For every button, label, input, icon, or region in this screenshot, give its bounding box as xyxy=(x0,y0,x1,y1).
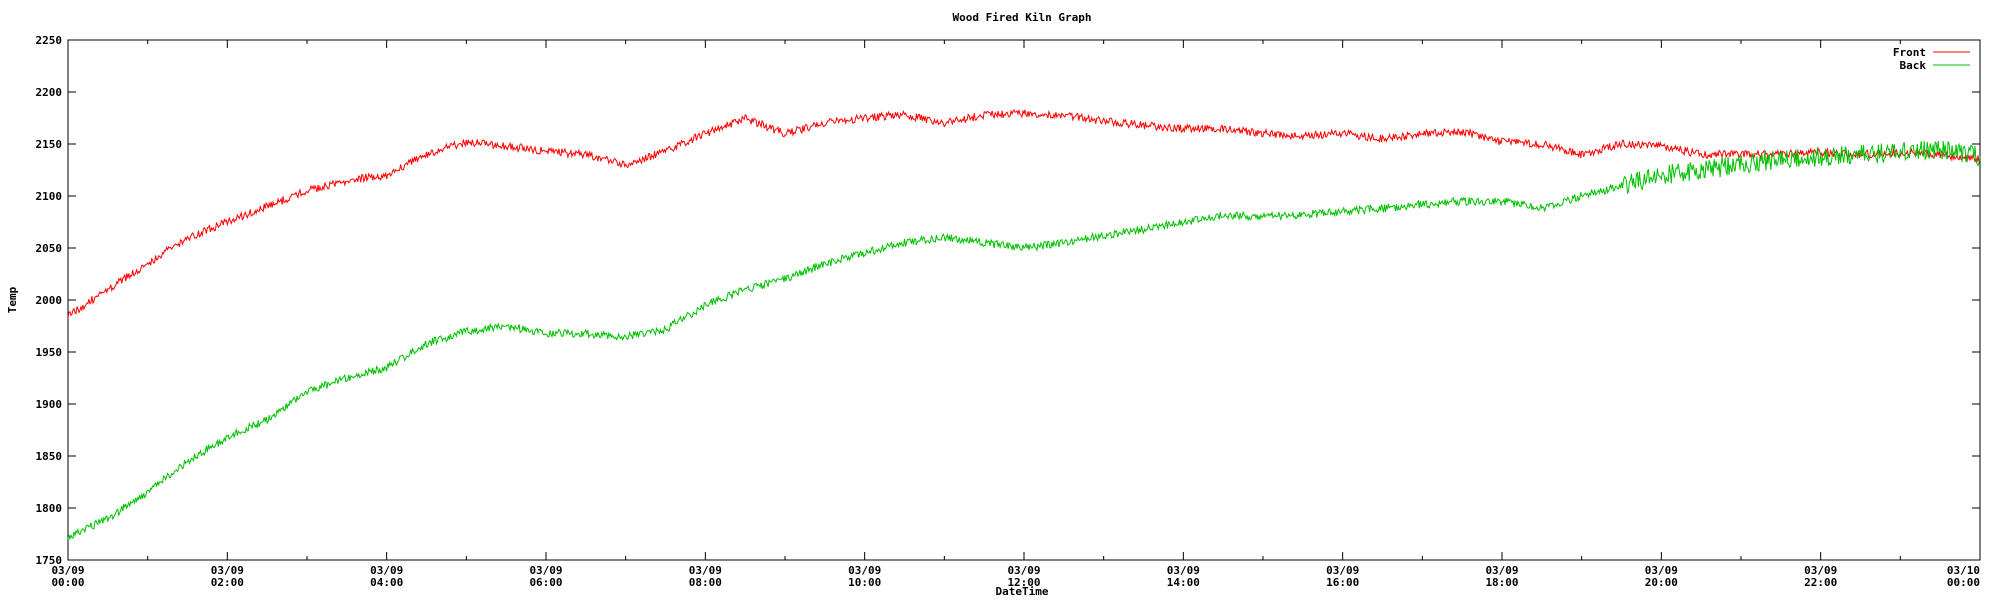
series-line-back xyxy=(68,141,1980,539)
chart-title: Wood Fired Kiln Graph xyxy=(952,11,1091,24)
series-line-front xyxy=(68,110,1980,319)
plot-frame xyxy=(68,40,1980,560)
y-tick-label: 1900 xyxy=(36,398,63,411)
x-tick-time: 16:00 xyxy=(1326,576,1359,589)
y-tick-label: 2150 xyxy=(36,138,63,151)
x-tick-time: 10:00 xyxy=(848,576,881,589)
legend-label-front: Front xyxy=(1893,46,1926,59)
y-tick-label: 1800 xyxy=(36,502,63,515)
x-tick-time: 20:00 xyxy=(1645,576,1678,589)
x-tick-time: 00:00 xyxy=(1947,576,1980,589)
y-tick-label: 1850 xyxy=(36,450,63,463)
y-axis-label: Temp xyxy=(6,286,19,313)
x-tick-time: 22:00 xyxy=(1804,576,1837,589)
x-tick-time: 02:00 xyxy=(211,576,244,589)
y-tick-label: 2200 xyxy=(36,86,63,99)
series-layer xyxy=(68,110,1980,540)
x-tick-time: 04:00 xyxy=(370,576,403,589)
x-tick-time: 12:00 xyxy=(1007,576,1040,589)
x-tick-time: 08:00 xyxy=(689,576,722,589)
y-tick-label: 1950 xyxy=(36,346,63,359)
x-axis-ticks: 03/0900:0003/0902:0003/0904:0003/0906:00… xyxy=(51,40,1980,589)
y-tick-label: 2100 xyxy=(36,190,63,203)
legend-label-back: Back xyxy=(1900,59,1927,72)
x-tick-time: 18:00 xyxy=(1485,576,1518,589)
x-tick-time: 14:00 xyxy=(1167,576,1200,589)
y-tick-label: 2250 xyxy=(36,34,63,47)
y-tick-label: 2050 xyxy=(36,242,63,255)
x-tick-time: 00:00 xyxy=(51,576,84,589)
y-tick-label: 2000 xyxy=(36,294,63,307)
x-tick-time: 06:00 xyxy=(529,576,562,589)
